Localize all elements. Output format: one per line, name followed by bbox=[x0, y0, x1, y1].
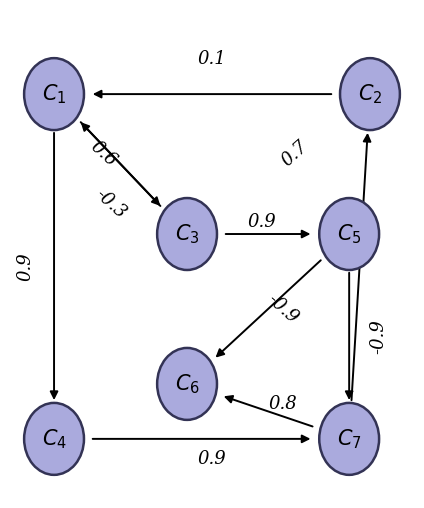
Text: -0.9: -0.9 bbox=[264, 291, 301, 327]
Circle shape bbox=[24, 403, 84, 475]
Text: $C_5$: $C_5$ bbox=[337, 222, 362, 246]
Text: 0.1: 0.1 bbox=[198, 50, 226, 68]
Text: 0.9: 0.9 bbox=[16, 252, 34, 281]
Circle shape bbox=[319, 198, 379, 270]
Text: $C_3$: $C_3$ bbox=[175, 222, 199, 246]
Text: $C_7$: $C_7$ bbox=[337, 427, 362, 451]
Circle shape bbox=[157, 348, 217, 420]
Text: -0.3: -0.3 bbox=[91, 186, 129, 223]
Text: 0.7: 0.7 bbox=[279, 138, 312, 170]
Text: 0.6: 0.6 bbox=[87, 138, 121, 170]
Text: $C_4$: $C_4$ bbox=[42, 427, 67, 451]
Text: $C_6$: $C_6$ bbox=[175, 372, 200, 396]
Text: 0.9: 0.9 bbox=[198, 450, 226, 468]
Text: 0.9: 0.9 bbox=[248, 212, 276, 231]
Text: $C_1$: $C_1$ bbox=[42, 82, 66, 106]
Circle shape bbox=[340, 58, 400, 130]
Text: $C_2$: $C_2$ bbox=[358, 82, 382, 106]
Text: -0.9: -0.9 bbox=[369, 319, 387, 354]
Circle shape bbox=[157, 198, 217, 270]
Circle shape bbox=[24, 58, 84, 130]
Text: 0.8: 0.8 bbox=[268, 395, 297, 413]
Circle shape bbox=[319, 403, 379, 475]
